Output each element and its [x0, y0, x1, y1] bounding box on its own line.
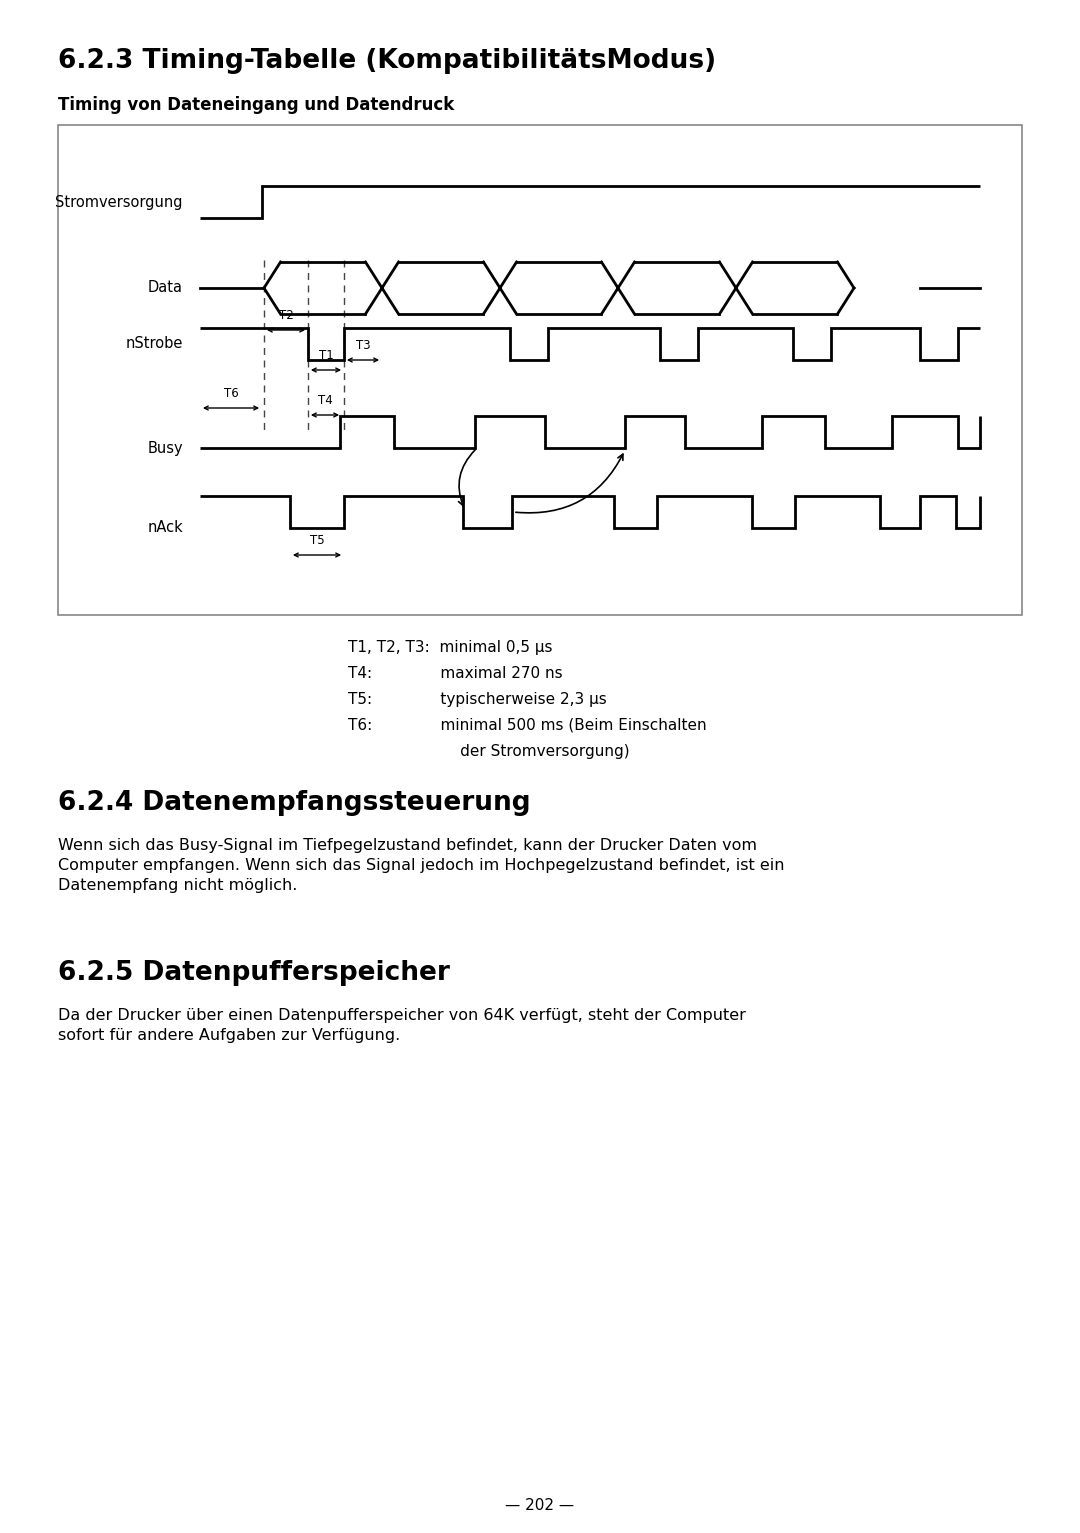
Text: nAck: nAck	[147, 521, 183, 535]
Text: T5:              typischerweise 2,3 μs: T5: typischerweise 2,3 μs	[348, 691, 607, 707]
Text: nStrobe: nStrobe	[125, 337, 183, 351]
Text: 6.2.3 Timing-Tabelle (KompatibilitätsModus): 6.2.3 Timing-Tabelle (KompatibilitätsMod…	[58, 48, 716, 74]
Text: Da der Drucker über einen Datenpufferspeicher von 64K verfügt, steht der Compute: Da der Drucker über einen Datenpufferspe…	[58, 1009, 746, 1023]
FancyArrowPatch shape	[516, 454, 623, 514]
Text: Datenempfang nicht möglich.: Datenempfang nicht möglich.	[58, 878, 297, 894]
Text: der Stromversorgung): der Stromversorgung)	[348, 744, 630, 759]
Text: T5: T5	[310, 533, 324, 547]
Text: Busy: Busy	[147, 440, 183, 455]
Text: T1: T1	[319, 350, 334, 362]
Text: 6.2.5 Datenpufferspeicher: 6.2.5 Datenpufferspeicher	[58, 960, 450, 986]
Text: T2: T2	[279, 310, 294, 322]
Text: T1, T2, T3:  minimal 0,5 μs: T1, T2, T3: minimal 0,5 μs	[348, 639, 553, 655]
Text: Computer empfangen. Wenn sich das Signal jedoch im Hochpegelzustand befindet, is: Computer empfangen. Wenn sich das Signal…	[58, 858, 784, 872]
Text: Timing von Dateneingang und Datendruck: Timing von Dateneingang und Datendruck	[58, 97, 455, 113]
Text: T6: T6	[224, 386, 239, 400]
Bar	[58, 126, 1022, 615]
FancyArrowPatch shape	[459, 451, 475, 506]
Text: T4:              maximal 270 ns: T4: maximal 270 ns	[348, 665, 563, 681]
Text: Wenn sich das Busy-Signal im Tiefpegelzustand befindet, kann der Drucker Daten v: Wenn sich das Busy-Signal im Tiefpegelzu…	[58, 839, 757, 852]
Text: T4: T4	[318, 394, 333, 406]
Text: Stromversorgung: Stromversorgung	[55, 195, 183, 210]
Text: sofort für andere Aufgaben zur Verfügung.: sofort für andere Aufgaben zur Verfügung…	[58, 1029, 401, 1042]
Text: 6.2.4 Datenempfangssteuerung: 6.2.4 Datenempfangssteuerung	[58, 789, 530, 816]
Text: T3: T3	[355, 339, 370, 353]
Text: T6:              minimal 500 ms (Beim Einschalten: T6: minimal 500 ms (Beim Einschalten	[348, 717, 706, 733]
Text: Data: Data	[148, 281, 183, 296]
Text: — 202 —: — 202 —	[505, 1498, 575, 1513]
